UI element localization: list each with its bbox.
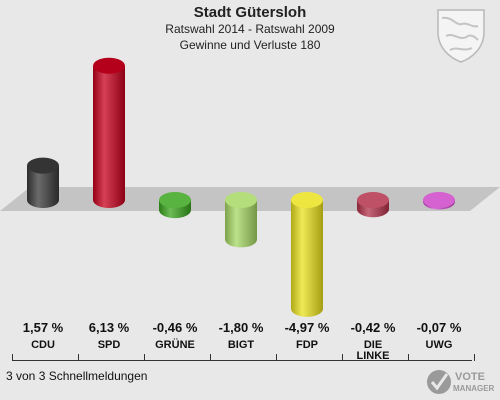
axis-tick	[408, 354, 409, 361]
bar-uwg	[423, 192, 455, 210]
data-label: -1,80 %	[218, 320, 264, 335]
bar-cap	[159, 192, 191, 208]
bar-cap	[291, 192, 323, 208]
bar-spd	[93, 57, 125, 209]
data-label: -0,07 %	[416, 320, 462, 335]
bar-body	[225, 200, 257, 248]
bar-body	[27, 165, 59, 208]
axis-tick	[12, 354, 13, 361]
category-label: FDP	[296, 339, 318, 351]
logo-word-vote: VOTE	[455, 371, 485, 383]
chart-subtitle: Ratswahl 2014 - Ratswahl 2009	[165, 22, 335, 36]
category-label: DIE LINKE	[356, 339, 390, 362]
bar-cdu	[27, 157, 59, 208]
vote-manager-logo: VOTE MANAGER	[427, 370, 495, 394]
category-label: GRÜNE	[155, 339, 195, 351]
bar-die-linke	[357, 192, 389, 218]
axis-tick	[342, 354, 343, 361]
bar-body	[291, 200, 323, 317]
axis-tick	[210, 354, 211, 361]
x-axis-line	[12, 360, 472, 361]
data-label: 6,13 %	[88, 320, 130, 335]
data-label: -4,97 %	[284, 320, 330, 335]
bar-cap	[357, 192, 389, 208]
city-crest-icon	[437, 9, 485, 63]
axis-tick	[474, 354, 475, 361]
axis-tick	[78, 354, 79, 361]
data-label: -0,42 %	[350, 320, 396, 335]
chart-title: Stadt Gütersloh	[193, 4, 307, 21]
bar-grüne	[159, 192, 191, 219]
data-label: 1,57 %	[22, 320, 64, 335]
category-label: SPD	[97, 339, 121, 351]
bar-fdp	[291, 192, 323, 317]
bar-body	[93, 65, 125, 209]
category-label: CDU	[31, 339, 55, 351]
axis-tick	[144, 354, 145, 361]
category-label: BIGT	[227, 339, 255, 351]
bar-cap	[423, 192, 455, 208]
bar-cap	[27, 157, 59, 174]
category-label: UWG	[425, 339, 453, 351]
logo-word-manager: MANAGER	[453, 384, 495, 393]
footer-status: 3 von 3 Schnellmeldungen	[6, 369, 148, 383]
bar-cap	[93, 57, 125, 74]
axis-tick	[276, 354, 277, 361]
bar-bigt	[225, 192, 257, 248]
data-label: -0,46 %	[152, 320, 198, 335]
bar-cap	[225, 192, 257, 208]
chart-subtitle-2: Gewinne und Verluste 180	[179, 38, 321, 52]
